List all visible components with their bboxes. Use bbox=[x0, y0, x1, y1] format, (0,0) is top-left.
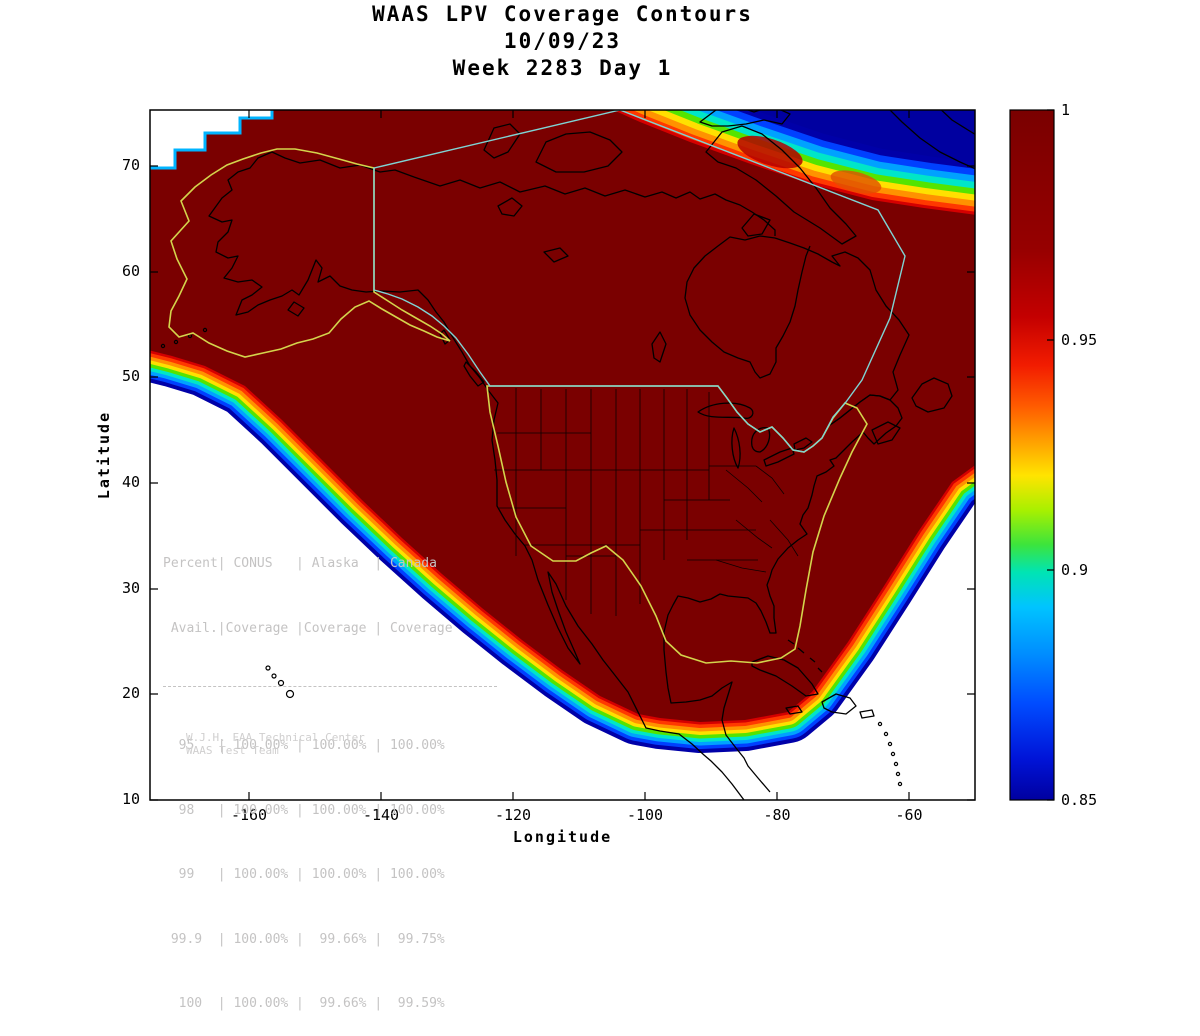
x-axis-label: Longitude bbox=[512, 828, 613, 846]
arctic-low-coverage-patch bbox=[737, 135, 803, 169]
colorbar-ticks bbox=[1047, 109, 1054, 801]
table-header-row-1: Percent| CONUS | Alaska | Canada bbox=[163, 556, 437, 571]
x-tick--60: -60 bbox=[895, 806, 923, 824]
y-tick-50: 50 bbox=[121, 367, 140, 385]
chart-date: 10/09/23 bbox=[503, 29, 622, 53]
x-tick--80: -80 bbox=[763, 806, 791, 824]
canada-service-boundary bbox=[373, 110, 906, 453]
small-islands bbox=[160, 327, 903, 787]
alaska-service-boundary bbox=[168, 148, 451, 358]
colorbar-tick-085: 0.85 bbox=[1061, 791, 1098, 809]
y-tick-40: 40 bbox=[121, 473, 140, 491]
x-tick--140: -140 bbox=[362, 806, 400, 824]
chart-title: WAAS LPV Coverage Contours bbox=[372, 2, 753, 26]
table-row: 98 | 100.00% | 100.00% | 100.00% bbox=[163, 802, 445, 818]
chart-week-day: Week 2283 Day 1 bbox=[452, 56, 673, 80]
colorbar-tick-1: 1 bbox=[1061, 101, 1071, 119]
y-tick-30: 30 bbox=[121, 579, 140, 597]
coverage-fringe-northwest-step bbox=[150, 110, 274, 170]
table-row: 99.9 | 100.00% | 99.66% | 99.75% bbox=[163, 931, 445, 947]
table-header-row-2: Avail.|Coverage |Coverage | Coverage bbox=[163, 620, 453, 636]
y-tick-20: 20 bbox=[121, 684, 140, 702]
table-row: 100 | 100.00% | 99.66% | 99.59% bbox=[163, 996, 445, 1011]
credit-line-1: W.J.H. FAA Technical Center bbox=[186, 731, 365, 744]
coverage-map-figure bbox=[149, 109, 1055, 801]
map-layers bbox=[150, 110, 975, 800]
state-boundaries bbox=[494, 388, 799, 616]
y-tick-60: 60 bbox=[121, 262, 140, 280]
table-row: 99 | 100.00% | 100.00% | 100.00% bbox=[163, 867, 445, 882]
table-row: 95 | 100.00% | 100.00% | 100.00% bbox=[163, 738, 445, 753]
credit-line-2: WAAS Test Team bbox=[186, 744, 279, 757]
x-tick--160: -160 bbox=[230, 806, 268, 824]
colorbar-tick-09: 0.9 bbox=[1061, 561, 1089, 579]
y-tick-10: 10 bbox=[121, 790, 140, 808]
table-separator bbox=[163, 686, 497, 687]
availability-table: Percent| CONUS | Alaska | Canada Avail.|… bbox=[163, 510, 497, 1036]
coverage-contour-fill bbox=[150, 110, 975, 722]
x-tick--120: -120 bbox=[494, 806, 532, 824]
x-tick--100: -100 bbox=[626, 806, 664, 824]
colorbar-tick-095: 0.95 bbox=[1061, 331, 1098, 349]
y-axis-label: Latitude bbox=[95, 410, 113, 500]
axis-ticks bbox=[150, 110, 975, 801]
arctic-low-coverage-patch bbox=[830, 170, 882, 194]
y-tick-70: 70 bbox=[121, 156, 140, 174]
colorbar bbox=[1009, 109, 1055, 801]
plot-frame bbox=[149, 109, 976, 801]
credit-block: W.J.H. FAA Technical Center WAAS Test Te… bbox=[186, 731, 365, 757]
coastlines bbox=[208, 110, 975, 800]
